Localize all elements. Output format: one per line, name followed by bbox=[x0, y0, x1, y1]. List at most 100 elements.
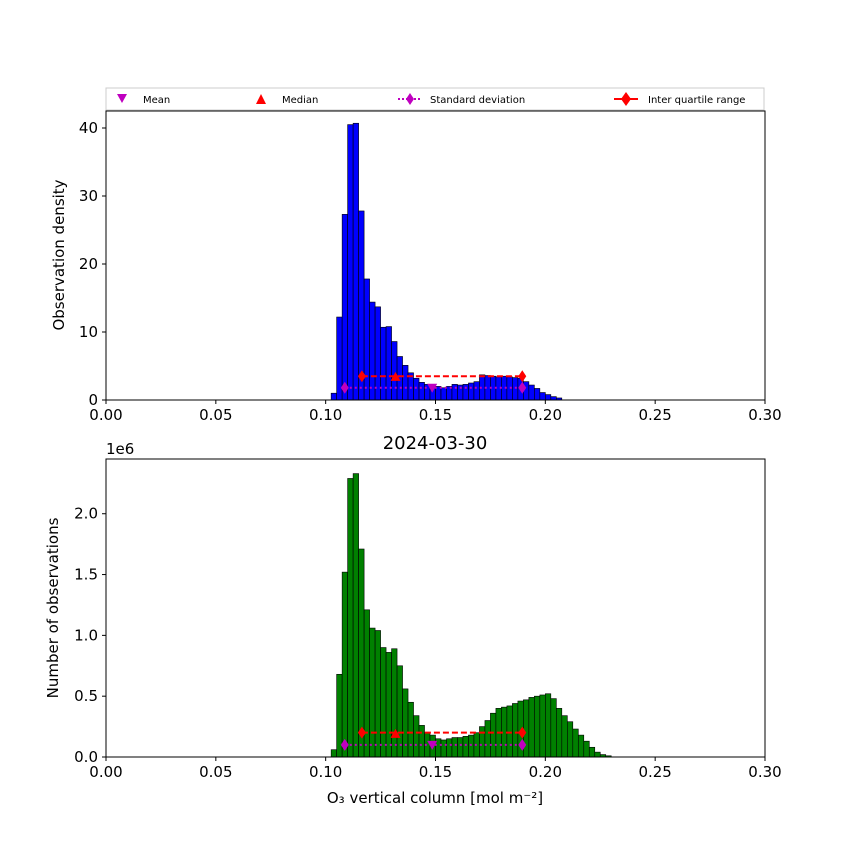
histogram-bar bbox=[545, 693, 552, 758]
legend-label-iqr: Inter quartile range bbox=[648, 95, 745, 106]
histogram-bar bbox=[512, 377, 519, 401]
count-histogram: 2024-03-30 1e6 0.00 0.05 0.10 0.15 0.20 0.25 0… bbox=[44, 433, 782, 807]
histogram-bar bbox=[418, 725, 425, 758]
iqr-marker bbox=[518, 726, 527, 739]
histogram-bar bbox=[484, 720, 491, 758]
mean-marker-icon bbox=[117, 94, 127, 103]
histogram-bar bbox=[539, 694, 546, 758]
histogram-bar bbox=[347, 124, 354, 401]
histogram-bar bbox=[490, 712, 497, 758]
x-tick-label: 0.30 bbox=[748, 763, 781, 781]
histogram-bar bbox=[446, 738, 453, 758]
legend-label-std: Standard deviation bbox=[430, 95, 525, 106]
histogram-bar bbox=[462, 384, 469, 401]
density-y-ticks: 0 10 20 30 40 bbox=[79, 119, 106, 409]
x-tick-label: 0.15 bbox=[419, 763, 452, 781]
count-x-axis-label: O₃ vertical column [mol m⁻²] bbox=[327, 789, 543, 807]
histogram-bar bbox=[369, 627, 376, 758]
x-tick-label: 0.25 bbox=[638, 406, 671, 424]
legend-label-mean: Mean bbox=[143, 95, 170, 106]
histogram-bar bbox=[391, 341, 398, 401]
count-chart-title: 2024-03-30 bbox=[383, 433, 488, 454]
histogram-bar bbox=[413, 377, 420, 401]
x-tick-label: 0.25 bbox=[638, 763, 671, 781]
density-stats bbox=[340, 370, 527, 394]
histogram-bar bbox=[572, 728, 579, 758]
x-tick-label: 0.20 bbox=[529, 763, 562, 781]
histogram-bar bbox=[363, 609, 370, 758]
histogram-bar bbox=[512, 703, 519, 758]
y-tick-label: 1.5 bbox=[74, 566, 98, 584]
y-tick-label: 40 bbox=[79, 119, 98, 137]
histogram-bar bbox=[577, 734, 585, 758]
histogram-bar bbox=[534, 695, 541, 758]
histogram-bar bbox=[440, 387, 447, 401]
histogram-bar bbox=[380, 326, 387, 401]
std-marker-icon bbox=[406, 93, 414, 105]
legend-item-mean: Mean bbox=[117, 94, 170, 106]
x-tick-label: 0.20 bbox=[529, 406, 562, 424]
histogram-bar bbox=[407, 701, 414, 758]
x-tick-label: 0.05 bbox=[199, 763, 232, 781]
histogram-bar bbox=[539, 392, 546, 401]
iqr-marker-icon bbox=[621, 92, 631, 106]
histogram-bar bbox=[385, 652, 392, 758]
histogram-bar bbox=[396, 665, 403, 758]
histogram-bar bbox=[462, 736, 469, 758]
density-histogram: 0.00 0.05 0.10 0.15 0.20 0.25 0.30 0 10 20 30 40 O… bbox=[50, 110, 782, 424]
histogram-bar bbox=[352, 122, 359, 401]
histogram-bar bbox=[457, 737, 464, 758]
x-tick-label: 0.00 bbox=[89, 763, 122, 781]
histogram-bar bbox=[506, 705, 513, 758]
x-tick-label: 0.05 bbox=[199, 406, 232, 424]
legend-item-median: Median bbox=[256, 94, 318, 106]
histogram-bar bbox=[440, 739, 447, 758]
histogram-bar bbox=[550, 396, 557, 401]
histogram-bar bbox=[374, 306, 381, 401]
y-tick-label: 10 bbox=[79, 323, 98, 341]
median-marker-icon bbox=[256, 94, 266, 104]
histogram-bar bbox=[473, 381, 480, 401]
histogram-bar bbox=[528, 697, 535, 758]
histogram-bar bbox=[534, 388, 541, 401]
legend-item-std: Standard deviation bbox=[398, 93, 525, 106]
histogram-bar bbox=[451, 384, 458, 401]
std-marker bbox=[340, 738, 349, 751]
histogram-bar bbox=[352, 473, 359, 758]
mean-marker bbox=[427, 383, 438, 393]
histogram-bar bbox=[341, 214, 348, 401]
histogram-bar bbox=[330, 392, 337, 401]
histogram-bar bbox=[363, 278, 370, 401]
count-bars bbox=[330, 473, 612, 758]
count-stats bbox=[340, 726, 527, 751]
std-marker bbox=[340, 381, 349, 394]
count-y-multiplier: 1e6 bbox=[106, 440, 134, 458]
count-x-ticks: 0.00 0.05 0.10 0.15 0.20 0.25 0.30 bbox=[89, 757, 782, 781]
histogram-bar bbox=[479, 726, 486, 758]
x-tick-label: 0.30 bbox=[748, 406, 781, 424]
y-tick-label: 0.5 bbox=[74, 687, 98, 705]
histogram-bar bbox=[588, 746, 596, 758]
histogram-bar bbox=[385, 326, 392, 401]
count-axes-frame bbox=[105, 458, 766, 758]
density-y-axis-label: Observation density bbox=[50, 179, 68, 330]
density-x-ticks: 0.00 0.05 0.10 0.15 0.20 0.25 0.30 bbox=[89, 400, 782, 424]
median-marker bbox=[390, 371, 401, 381]
y-tick-label: 0 bbox=[88, 391, 98, 409]
histogram-bar bbox=[556, 708, 563, 758]
y-tick-label: 2.0 bbox=[74, 505, 98, 523]
x-tick-label: 0.15 bbox=[419, 406, 452, 424]
mean-marker bbox=[427, 740, 438, 750]
y-tick-label: 20 bbox=[79, 255, 98, 273]
histogram-bar bbox=[550, 698, 557, 758]
iqr-marker bbox=[357, 370, 366, 383]
histogram-bar bbox=[413, 715, 420, 758]
histogram-bar bbox=[391, 648, 398, 758]
iqr-marker bbox=[518, 370, 527, 383]
histogram-bar bbox=[402, 688, 409, 758]
iqr-marker bbox=[357, 726, 366, 739]
histogram-bar bbox=[523, 699, 530, 758]
density-bars bbox=[330, 122, 563, 401]
histogram-bar bbox=[468, 382, 475, 401]
